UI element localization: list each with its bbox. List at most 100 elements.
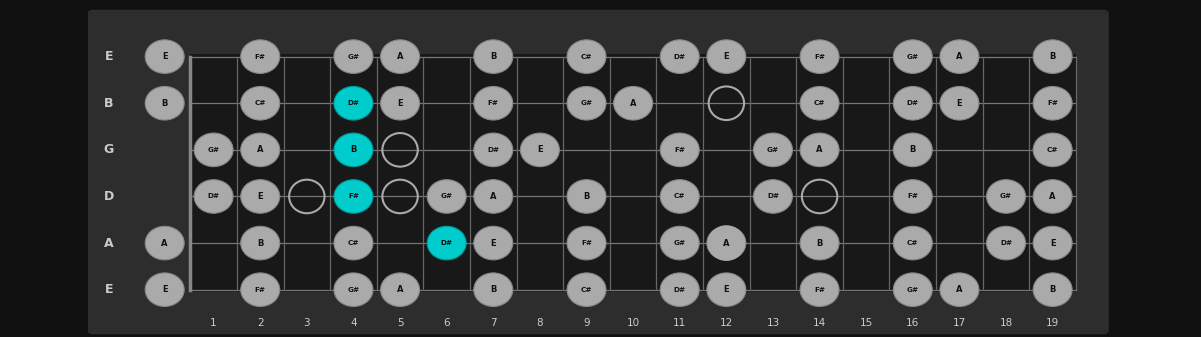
Ellipse shape bbox=[753, 180, 793, 213]
Ellipse shape bbox=[614, 87, 652, 120]
Text: 2: 2 bbox=[257, 318, 263, 328]
Ellipse shape bbox=[661, 40, 699, 73]
Text: A: A bbox=[257, 145, 263, 154]
Text: 17: 17 bbox=[952, 318, 966, 328]
Text: F#: F# bbox=[1047, 100, 1058, 106]
Ellipse shape bbox=[428, 180, 466, 213]
Text: D#: D# bbox=[1000, 240, 1012, 246]
Ellipse shape bbox=[240, 273, 280, 306]
Text: F#: F# bbox=[674, 147, 686, 153]
Text: 3: 3 bbox=[304, 318, 310, 328]
Text: 5: 5 bbox=[396, 318, 404, 328]
Ellipse shape bbox=[940, 273, 979, 306]
Ellipse shape bbox=[195, 133, 233, 166]
Text: C#: C# bbox=[581, 54, 592, 60]
Text: A: A bbox=[396, 52, 404, 61]
Text: A: A bbox=[1050, 192, 1056, 201]
Text: 18: 18 bbox=[999, 318, 1012, 328]
Ellipse shape bbox=[1033, 133, 1072, 166]
Text: B: B bbox=[104, 97, 113, 110]
Text: 19: 19 bbox=[1046, 318, 1059, 328]
Text: E: E bbox=[162, 52, 167, 61]
Ellipse shape bbox=[145, 40, 184, 73]
Ellipse shape bbox=[474, 133, 513, 166]
Ellipse shape bbox=[145, 226, 184, 260]
Text: D#: D# bbox=[441, 240, 453, 246]
Text: F#: F# bbox=[488, 100, 498, 106]
Ellipse shape bbox=[661, 180, 699, 213]
Text: G#: G# bbox=[907, 287, 919, 293]
Text: F#: F# bbox=[581, 240, 592, 246]
Text: A: A bbox=[396, 285, 404, 294]
Text: E: E bbox=[490, 239, 496, 248]
Ellipse shape bbox=[520, 133, 560, 166]
Ellipse shape bbox=[800, 273, 839, 306]
Ellipse shape bbox=[894, 273, 932, 306]
Text: 11: 11 bbox=[673, 318, 686, 328]
Text: B: B bbox=[909, 145, 916, 154]
Text: 10: 10 bbox=[627, 318, 640, 328]
Text: E: E bbox=[1050, 239, 1056, 248]
Ellipse shape bbox=[240, 180, 280, 213]
Ellipse shape bbox=[894, 133, 932, 166]
Text: B: B bbox=[1050, 52, 1056, 61]
Ellipse shape bbox=[567, 226, 607, 260]
Ellipse shape bbox=[145, 273, 184, 306]
Text: G#: G# bbox=[347, 54, 359, 60]
Ellipse shape bbox=[474, 180, 513, 213]
Text: 15: 15 bbox=[860, 318, 873, 328]
Text: A: A bbox=[817, 145, 823, 154]
Text: F#: F# bbox=[814, 54, 825, 60]
Ellipse shape bbox=[986, 180, 1026, 213]
Text: G#: G# bbox=[674, 240, 686, 246]
Text: E: E bbox=[723, 285, 729, 294]
Text: E: E bbox=[162, 285, 167, 294]
Text: G#: G# bbox=[580, 100, 592, 106]
Text: D#: D# bbox=[674, 54, 686, 60]
Text: C#: C# bbox=[581, 287, 592, 293]
Text: 13: 13 bbox=[766, 318, 779, 328]
Text: A: A bbox=[629, 99, 637, 108]
Ellipse shape bbox=[1033, 40, 1072, 73]
Text: C#: C# bbox=[674, 193, 686, 200]
Text: 1: 1 bbox=[210, 318, 217, 328]
Text: C#: C# bbox=[348, 240, 359, 246]
Text: E: E bbox=[537, 145, 543, 154]
Text: D#: D# bbox=[674, 287, 686, 293]
Ellipse shape bbox=[940, 40, 979, 73]
Ellipse shape bbox=[940, 87, 979, 120]
Text: C#: C# bbox=[814, 100, 825, 106]
Text: E: E bbox=[104, 50, 113, 63]
Text: 4: 4 bbox=[351, 318, 357, 328]
Ellipse shape bbox=[1033, 87, 1072, 120]
Ellipse shape bbox=[661, 226, 699, 260]
Ellipse shape bbox=[894, 40, 932, 73]
Ellipse shape bbox=[474, 273, 513, 306]
Ellipse shape bbox=[474, 226, 513, 260]
Text: B: B bbox=[161, 99, 168, 108]
Text: A: A bbox=[956, 52, 963, 61]
Ellipse shape bbox=[894, 180, 932, 213]
Text: G#: G# bbox=[208, 147, 220, 153]
Text: 12: 12 bbox=[719, 318, 733, 328]
Text: F#: F# bbox=[255, 287, 265, 293]
Text: 7: 7 bbox=[490, 318, 496, 328]
Text: 6: 6 bbox=[443, 318, 450, 328]
Text: 8: 8 bbox=[537, 318, 543, 328]
Text: E: E bbox=[957, 99, 962, 108]
Ellipse shape bbox=[1033, 226, 1072, 260]
Ellipse shape bbox=[474, 40, 513, 73]
Ellipse shape bbox=[753, 133, 793, 166]
Ellipse shape bbox=[800, 133, 839, 166]
Ellipse shape bbox=[986, 226, 1026, 260]
Ellipse shape bbox=[661, 133, 699, 166]
Ellipse shape bbox=[240, 40, 280, 73]
Ellipse shape bbox=[428, 226, 466, 260]
Text: A: A bbox=[490, 192, 496, 201]
Ellipse shape bbox=[145, 87, 184, 120]
Text: G#: G# bbox=[907, 54, 919, 60]
Text: C#: C# bbox=[255, 100, 265, 106]
Bar bbox=[190, 54, 1076, 292]
Text: G#: G# bbox=[347, 287, 359, 293]
Text: E: E bbox=[257, 192, 263, 201]
